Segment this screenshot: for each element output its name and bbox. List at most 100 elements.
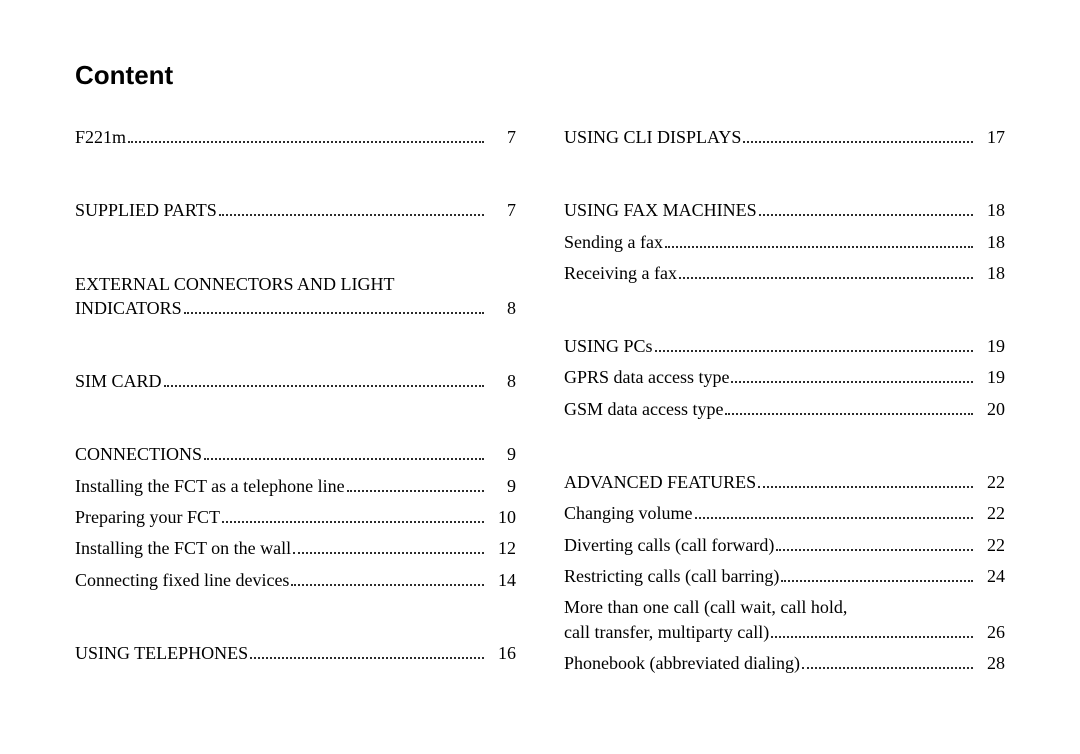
toc-page-number: 16 [486, 641, 516, 665]
toc-entry: Connecting fixed line devices 14 [75, 568, 516, 592]
toc-page-number: 17 [975, 125, 1005, 149]
toc-entry: USING CLI DISPLAYS 17 [564, 125, 1005, 149]
toc-label: GSM data access type [564, 397, 723, 421]
toc-label: USING TELEPHONES [75, 641, 248, 665]
toc-leader [293, 538, 484, 554]
toc-label: INDICATORS [75, 296, 182, 320]
toc-page-number: 22 [975, 470, 1005, 494]
toc-leader [347, 475, 484, 491]
toc-label: EXTERNAL CONNECTORS AND LIGHT [75, 274, 395, 294]
toc-label: GPRS data access type [564, 365, 729, 389]
toc-leader [219, 200, 484, 216]
toc-page-number: 26 [975, 620, 1005, 644]
toc-entry: Changing volume 22 [564, 501, 1005, 525]
toc-label: More than one call (call wait, call hold… [564, 597, 847, 617]
toc-page-number: 19 [975, 365, 1005, 389]
toc-leader [679, 263, 973, 279]
toc-entry: CONNECTIONS 9 [75, 442, 516, 466]
toc-gap [75, 400, 516, 442]
toc-leader [776, 534, 973, 550]
toc-entry: Phonebook (abbreviated dialing) 28 [564, 651, 1005, 675]
toc-page-number: 18 [975, 230, 1005, 254]
toc-page-number: 9 [486, 474, 516, 498]
toc-entry: Diverting calls (call forward) 22 [564, 533, 1005, 557]
toc-label: USING PCs [564, 334, 653, 358]
toc-page-number: 9 [486, 442, 516, 466]
toc-entry: Installing the FCT on the wall 12 [75, 536, 516, 560]
toc-page-number: 14 [486, 568, 516, 592]
toc-label: Receiving a fax [564, 261, 677, 285]
toc-page-number: 28 [975, 651, 1005, 675]
toc-page-number: 22 [975, 501, 1005, 525]
toc-entry: SIM CARD 8 [75, 369, 516, 393]
toc-entry: ADVANCED FEATURES 22 [564, 470, 1005, 494]
toc-leader [695, 503, 974, 519]
toc-page-number: 20 [975, 397, 1005, 421]
toc-entry-continuation: More than one call (call wait, call hold… [564, 595, 1005, 619]
toc-entry: GSM data access type 20 [564, 397, 1005, 421]
toc-leader [655, 336, 973, 352]
toc-page-number: 22 [975, 533, 1005, 557]
toc-col-right: USING CLI DISPLAYS 17 USING FAX MACHINES 18… [564, 125, 1005, 682]
toc-leader [184, 298, 484, 314]
toc-col-left: F221m 7 SUPPLIED PARTS 7 EXTERNAL CONNECTORS… [75, 125, 516, 682]
toc-label: Phonebook (abbreviated dialing) [564, 651, 800, 675]
toc-page-number: 7 [486, 125, 516, 149]
toc-entry: USING PCs 19 [564, 334, 1005, 358]
toc-leader [250, 643, 484, 659]
toc-leader [731, 367, 973, 383]
toc-page-number: 12 [486, 536, 516, 560]
toc-leader [743, 127, 973, 143]
toc-gap [75, 599, 516, 641]
toc-entry: INDICATORS 8 [75, 296, 516, 320]
toc-label: Restricting calls (call barring) [564, 564, 779, 588]
toc-label: call transfer, multiparty call) [564, 620, 769, 644]
toc-entry: Installing the FCT as a telephone line 9 [75, 474, 516, 498]
toc-label: SIM CARD [75, 369, 162, 393]
toc-entry: Preparing your FCT 10 [75, 505, 516, 529]
toc-gap [75, 156, 516, 198]
toc-gap [75, 327, 516, 369]
toc-leader [771, 621, 973, 637]
toc-label: CONNECTIONS [75, 442, 202, 466]
toc-label: Connecting fixed line devices [75, 568, 289, 592]
toc-gap [564, 428, 1005, 470]
toc-leader [164, 371, 484, 387]
toc-label: Preparing your FCT [75, 505, 220, 529]
toc-label: Installing the FCT on the wall [75, 536, 291, 560]
toc-page: Content F221m7SUPPLIED PARTS7EXTERNAL CO… [0, 0, 1080, 722]
toc-leader [781, 566, 973, 582]
toc-label: Installing the FCT as a telephone line [75, 474, 345, 498]
toc-leader [725, 398, 973, 414]
toc-entry: F221m 7 [75, 125, 516, 149]
toc-entry-continuation: EXTERNAL CONNECTORS AND LIGHT [75, 272, 516, 296]
toc-entry: call transfer, multiparty call) 26 [564, 620, 1005, 644]
toc-label: Sending a fax [564, 230, 663, 254]
toc-entry: GPRS data access type 19 [564, 365, 1005, 389]
toc-page-number: 19 [975, 334, 1005, 358]
toc-leader [665, 231, 973, 247]
toc-label: F221m [75, 125, 126, 149]
toc-entry: Receiving a fax18 [564, 261, 1005, 285]
toc-columns: F221m 7 SUPPLIED PARTS 7 EXTERNAL CONNECTORS… [75, 125, 1005, 682]
toc-gap [75, 230, 516, 272]
toc-leader [222, 507, 484, 523]
toc-page-number: 8 [486, 296, 516, 320]
toc-gap [564, 292, 1005, 334]
toc-entry: Restricting calls (call barring) 24 [564, 564, 1005, 588]
toc-leader [759, 200, 973, 216]
toc-page-number: 18 [975, 198, 1005, 222]
toc-label: ADVANCED FEATURES [564, 470, 756, 494]
toc-leader [802, 652, 973, 668]
toc-label: USING CLI DISPLAYS [564, 125, 741, 149]
toc-page-number: 10 [486, 505, 516, 529]
toc-entry: USING TELEPHONES 16 [75, 641, 516, 665]
toc-label: USING FAX MACHINES [564, 198, 757, 222]
toc-page-number: 7 [486, 198, 516, 222]
toc-page-number: 24 [975, 564, 1005, 588]
toc-label: Changing volume [564, 501, 693, 525]
toc-entry: USING FAX MACHINES 18 [564, 198, 1005, 222]
toc-label: Diverting calls (call forward) [564, 533, 774, 557]
toc-page-number: 8 [486, 369, 516, 393]
toc-label: SUPPLIED PARTS [75, 198, 217, 222]
